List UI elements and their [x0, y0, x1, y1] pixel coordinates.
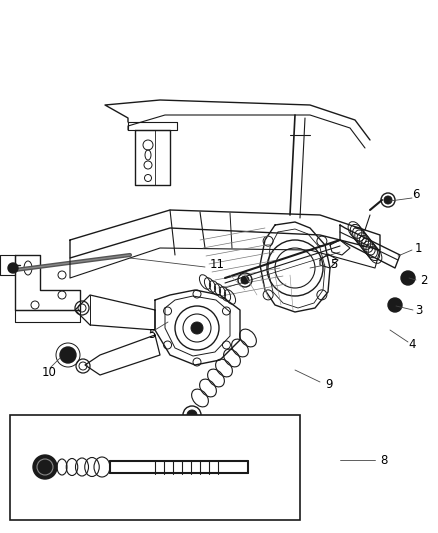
Circle shape	[191, 322, 203, 334]
Text: 5: 5	[330, 259, 337, 271]
Text: 8: 8	[380, 454, 387, 466]
Circle shape	[241, 276, 249, 284]
Circle shape	[33, 455, 57, 479]
Circle shape	[401, 271, 415, 285]
Circle shape	[60, 347, 76, 363]
Text: 4: 4	[408, 338, 416, 351]
Bar	[10, 415, 300, 520]
Circle shape	[187, 410, 197, 420]
Text: 2: 2	[420, 273, 427, 287]
Text: 11: 11	[210, 259, 225, 271]
Text: 5: 5	[148, 328, 155, 342]
Circle shape	[8, 263, 18, 273]
Text: 1: 1	[415, 241, 423, 254]
Text: 10: 10	[42, 366, 57, 378]
Circle shape	[388, 298, 402, 312]
Text: 3: 3	[415, 303, 422, 317]
Text: 9: 9	[325, 378, 332, 392]
Circle shape	[384, 196, 392, 204]
Text: 6: 6	[412, 189, 420, 201]
